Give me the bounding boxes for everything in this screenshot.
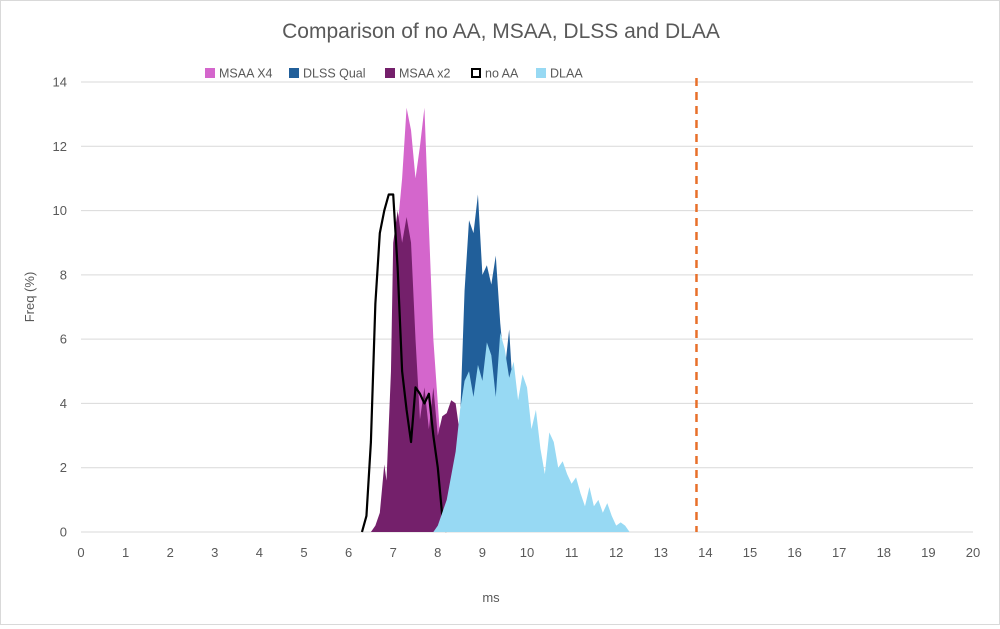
legend-swatch xyxy=(536,68,546,78)
legend-swatch xyxy=(471,68,481,78)
x-tick-label: 6 xyxy=(345,545,352,560)
y-tick-label: 6 xyxy=(60,332,67,347)
x-tick-label: 11 xyxy=(565,545,579,560)
y-axis-title: Freq (%) xyxy=(22,272,37,323)
x-tick-label: 19 xyxy=(921,545,935,560)
y-axis-ticks: 0 2 4 6 8 10 12 14 xyxy=(53,75,67,540)
series-area-msaa-x2 xyxy=(370,210,474,533)
x-tick-label: 18 xyxy=(877,545,891,560)
x-tick-label: 10 xyxy=(520,545,534,560)
x-tick-label: 5 xyxy=(300,545,307,560)
x-axis-ticks: 0 1 2 3 4 5 6 7 8 9 10 11 12 13 14 15 16 17 18 19 20 xyxy=(77,545,980,560)
legend-swatch xyxy=(385,68,395,78)
x-tick-label: 7 xyxy=(390,545,397,560)
x-tick-label: 16 xyxy=(787,545,801,560)
x-tick-label: 9 xyxy=(479,545,486,560)
legend-label: MSAA X4 xyxy=(219,67,273,81)
y-tick-label: 8 xyxy=(60,267,67,282)
x-tick-label: 20 xyxy=(966,545,980,560)
y-tick-label: 2 xyxy=(60,460,67,475)
x-tick-label: 2 xyxy=(167,545,174,560)
x-axis-title: ms xyxy=(482,590,500,605)
x-tick-label: 4 xyxy=(256,545,263,560)
x-tick-label: 14 xyxy=(698,545,712,560)
legend-swatch xyxy=(205,68,215,78)
series-layer xyxy=(360,107,630,533)
x-tick-label: 17 xyxy=(832,545,846,560)
legend: MSAA X4 DLSS Qual MSAA x2 no AA DLAA xyxy=(205,67,583,81)
x-tick-label: 0 xyxy=(77,545,84,560)
x-tick-label: 1 xyxy=(122,545,129,560)
y-tick-label: 12 xyxy=(53,139,67,154)
x-tick-label: 12 xyxy=(609,545,623,560)
series-area-dlaa xyxy=(433,332,630,532)
x-tick-label: 15 xyxy=(743,545,757,560)
y-tick-label: 10 xyxy=(53,203,67,218)
y-tick-label: 14 xyxy=(53,75,67,90)
x-tick-label: 13 xyxy=(654,545,668,560)
x-tick-label: 3 xyxy=(211,545,218,560)
legend-label: DLSS Qual xyxy=(303,67,366,81)
legend-label: no AA xyxy=(485,67,519,81)
y-tick-label: 0 xyxy=(60,525,67,540)
legend-label: MSAA x2 xyxy=(399,67,450,81)
series-line-no-aa xyxy=(360,193,448,533)
chart-title: Comparison of no AA, MSAA, DLSS and DLAA xyxy=(282,20,720,43)
y-tick-label: 4 xyxy=(60,396,67,411)
legend-swatch xyxy=(289,68,299,78)
legend-label: DLAA xyxy=(550,67,583,81)
x-tick-label: 8 xyxy=(434,545,441,560)
